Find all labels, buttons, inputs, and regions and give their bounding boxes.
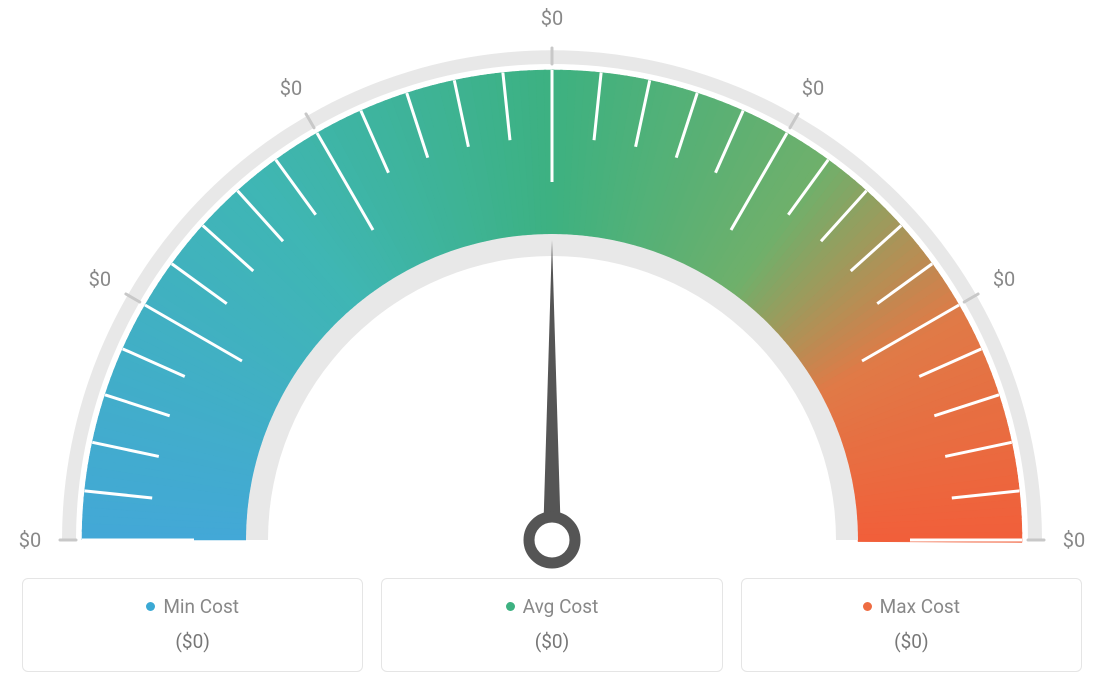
legend-dot-min — [146, 602, 155, 611]
gauge-tick-label: $0 — [89, 267, 111, 291]
legend-title-min: Min Cost — [146, 595, 239, 618]
legend-label-max: Max Cost — [880, 595, 960, 618]
legend-row: Min Cost ($0) Avg Cost ($0) Max Cost ($0… — [22, 578, 1082, 672]
gauge-tick-label: $0 — [993, 267, 1015, 291]
legend-label-min: Min Cost — [163, 595, 239, 618]
legend-label-avg: Avg Cost — [523, 595, 599, 618]
gauge-tick-label: $0 — [280, 76, 302, 100]
legend-card-max: Max Cost ($0) — [741, 578, 1082, 672]
gauge-tick-label: $0 — [541, 6, 563, 30]
legend-dot-avg — [506, 602, 515, 611]
legend-card-min: Min Cost ($0) — [22, 578, 363, 672]
legend-card-avg: Avg Cost ($0) — [381, 578, 722, 672]
gauge-tick-label: $0 — [1063, 528, 1085, 552]
gauge-chart-container: $0 $0 $0 $0 $0 $0 $0 Min Cost ($0) Avg Cost ($… — [0, 0, 1104, 690]
legend-value-min: ($0) — [23, 630, 362, 653]
legend-title-max: Max Cost — [863, 595, 960, 618]
gauge-area: $0$0$0$0$0$0$0 — [0, 10, 1104, 570]
gauge-tick-label: $0 — [802, 76, 824, 100]
gauge-svg — [0, 10, 1104, 570]
legend-dot-max — [863, 602, 872, 611]
legend-title-avg: Avg Cost — [506, 595, 599, 618]
legend-value-max: ($0) — [742, 630, 1081, 653]
legend-value-avg: ($0) — [382, 630, 721, 653]
gauge-tick-label: $0 — [19, 528, 41, 552]
